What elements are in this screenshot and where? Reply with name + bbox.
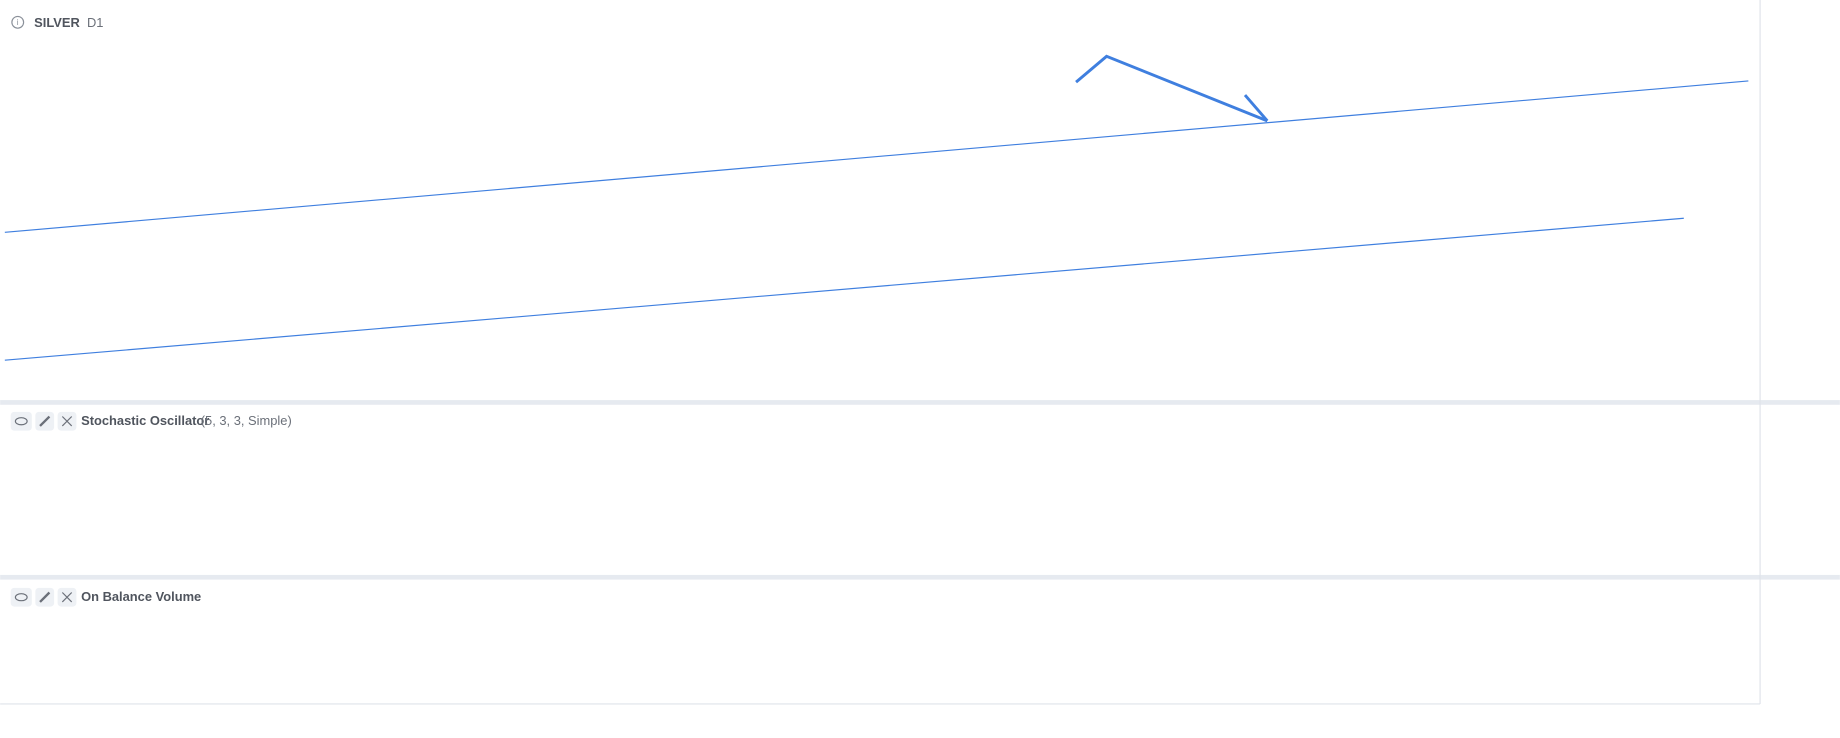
channel-upper[interactable] (4, 80, 1749, 233)
indicator-params: (5, 3, 3, Simple) (201, 413, 292, 428)
eye-icon (14, 417, 28, 426)
eye-button[interactable] (10, 411, 32, 431)
wrench-icon (39, 591, 51, 603)
symbol: SILVER (34, 15, 80, 30)
close-icon (61, 592, 73, 603)
eye-button[interactable] (10, 587, 32, 607)
obv-header: On Balance Volume (10, 587, 201, 607)
pane-separator (0, 400, 1840, 405)
indicator-title: On Balance Volume (81, 589, 201, 604)
info-icon[interactable] (11, 15, 25, 29)
arrow-drawing[interactable] (1075, 54, 1268, 123)
arrow-head (1243, 94, 1269, 122)
stochastic-header: Stochastic Oscillator (5, 3, 3, Simple) (10, 411, 292, 431)
timeframe: D1 (87, 15, 103, 30)
channel-lower[interactable] (4, 217, 1684, 361)
wrench-icon (39, 415, 51, 427)
close-icon (61, 416, 73, 427)
eye-icon (14, 593, 28, 602)
info-icon-glyph: i (17, 18, 19, 27)
indicator-title: Stochastic Oscillator (81, 413, 209, 428)
pane-separator (0, 574, 1840, 580)
